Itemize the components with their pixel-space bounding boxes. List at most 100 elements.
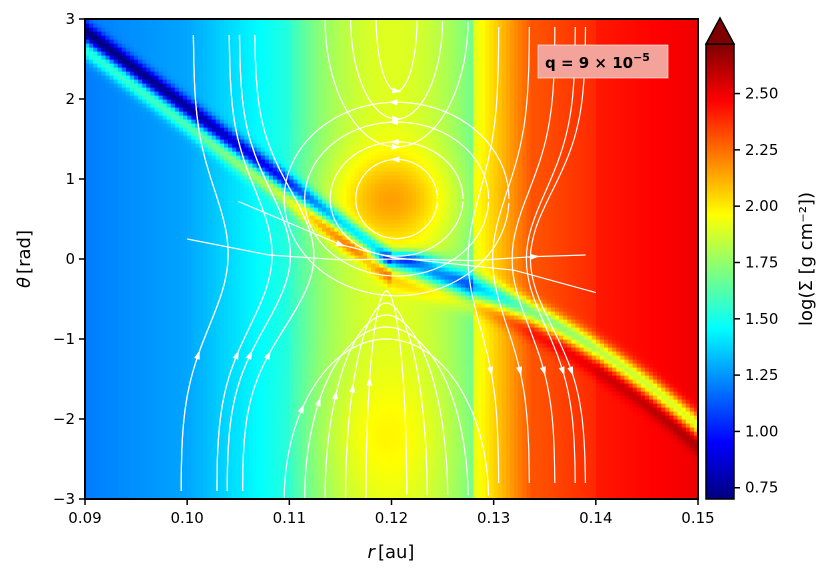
heatmap-cell	[93, 323, 98, 328]
heatmap-cell	[174, 119, 180, 124]
heatmap-cell	[240, 315, 245, 320]
heatmap-cell	[117, 227, 123, 232]
heatmap-cell	[146, 215, 151, 220]
heatmap-cell	[203, 339, 209, 344]
heatmap-cell	[85, 27, 90, 32]
heatmap-cell	[170, 311, 176, 316]
heatmap-cell	[166, 347, 172, 352]
heatmap-cell	[158, 319, 164, 324]
heatmap-cell	[244, 163, 250, 168]
heatmap-cell	[166, 91, 172, 96]
heatmap-cell	[207, 275, 213, 280]
heatmap-cell	[195, 163, 201, 168]
heatmap-cell	[232, 239, 237, 244]
heatmap-cell	[191, 435, 196, 440]
heatmap-cell	[203, 115, 209, 120]
heatmap-cell	[187, 163, 192, 168]
heatmap-cell	[223, 311, 229, 316]
heatmap-cell	[150, 407, 156, 412]
heatmap-cell	[219, 227, 225, 232]
heatmap-cell	[219, 119, 225, 124]
heatmap-cell	[244, 231, 250, 236]
heatmap-cell	[125, 455, 131, 460]
heatmap-cell	[199, 47, 205, 52]
heatmap-cell	[219, 43, 225, 48]
heatmap-cell	[105, 51, 111, 56]
heatmap-cell	[138, 367, 143, 372]
heatmap-cell	[191, 235, 196, 240]
heatmap-cell	[101, 351, 107, 356]
heatmap-cell	[129, 99, 135, 104]
heatmap-cell	[170, 43, 176, 48]
heatmap-cell	[117, 27, 123, 32]
heatmap-cell	[223, 347, 229, 352]
heatmap-cell	[105, 387, 111, 392]
heatmap-cell	[248, 195, 254, 200]
heatmap-cell	[244, 423, 250, 428]
heatmap-cell	[252, 415, 258, 420]
heatmap-cell	[170, 135, 176, 140]
heatmap-cell	[109, 487, 115, 492]
heatmap-cell	[240, 83, 245, 88]
heatmap-cell	[166, 199, 172, 204]
heatmap-cell	[150, 399, 156, 404]
heatmap-cell	[236, 423, 241, 428]
heatmap-cell	[158, 235, 164, 240]
heatmap-cell	[244, 227, 250, 232]
heatmap-cell	[158, 495, 164, 499]
heatmap-cell	[248, 275, 254, 280]
heatmap-cell	[150, 299, 156, 304]
heatmap-cell	[113, 443, 119, 448]
heatmap-cell	[228, 379, 233, 384]
heatmap-cell	[105, 355, 111, 360]
heatmap-cell	[138, 227, 143, 232]
heatmap-cell	[109, 307, 115, 312]
heatmap-cell	[105, 343, 111, 348]
heatmap-cell	[129, 407, 135, 412]
heatmap-cell	[109, 87, 115, 92]
heatmap-cell	[248, 123, 254, 128]
heatmap-cell	[117, 183, 123, 188]
heatmap-cell	[252, 211, 258, 216]
heatmap-cell	[215, 295, 221, 300]
heatmap-cell	[158, 351, 164, 356]
heatmap-cell	[117, 447, 123, 452]
heatmap-cell	[170, 371, 176, 376]
heatmap-cell	[191, 315, 196, 320]
heatmap-cell	[150, 75, 156, 80]
heatmap-cell	[85, 215, 90, 220]
heatmap-cell	[178, 419, 184, 424]
heatmap-cell	[240, 191, 245, 196]
heatmap-cell	[105, 259, 111, 264]
heatmap-cell	[113, 375, 119, 380]
heatmap-cell	[97, 379, 102, 384]
heatmap-cell	[178, 399, 184, 404]
heatmap-cell	[215, 395, 221, 400]
heatmap-cell	[109, 123, 115, 128]
heatmap-cell	[146, 79, 151, 84]
heatmap-cell	[170, 79, 176, 84]
heatmap-cell	[146, 279, 151, 284]
heatmap-cell	[89, 27, 94, 32]
heatmap-cell	[158, 295, 164, 300]
heatmap-cell	[215, 151, 221, 156]
heatmap-cell	[162, 163, 168, 168]
heatmap-cell	[166, 343, 172, 348]
heatmap-cell	[228, 167, 233, 172]
heatmap-cell	[97, 203, 102, 208]
heatmap-cell	[183, 203, 188, 208]
heatmap-cell	[223, 215, 229, 220]
heatmap-cell	[211, 231, 217, 236]
heatmap-cell	[170, 491, 176, 496]
heatmap-cell	[93, 59, 98, 64]
heatmap-cell	[113, 307, 119, 312]
heatmap-cell	[129, 23, 135, 28]
heatmap-cell	[109, 327, 115, 332]
heatmap-cell	[223, 415, 229, 420]
heatmap-cell	[215, 27, 221, 32]
heatmap-cell	[191, 19, 196, 24]
heatmap-cell	[223, 131, 229, 136]
heatmap-cell	[154, 379, 160, 384]
heatmap-cell	[199, 123, 205, 128]
heatmap-cell	[129, 231, 135, 236]
